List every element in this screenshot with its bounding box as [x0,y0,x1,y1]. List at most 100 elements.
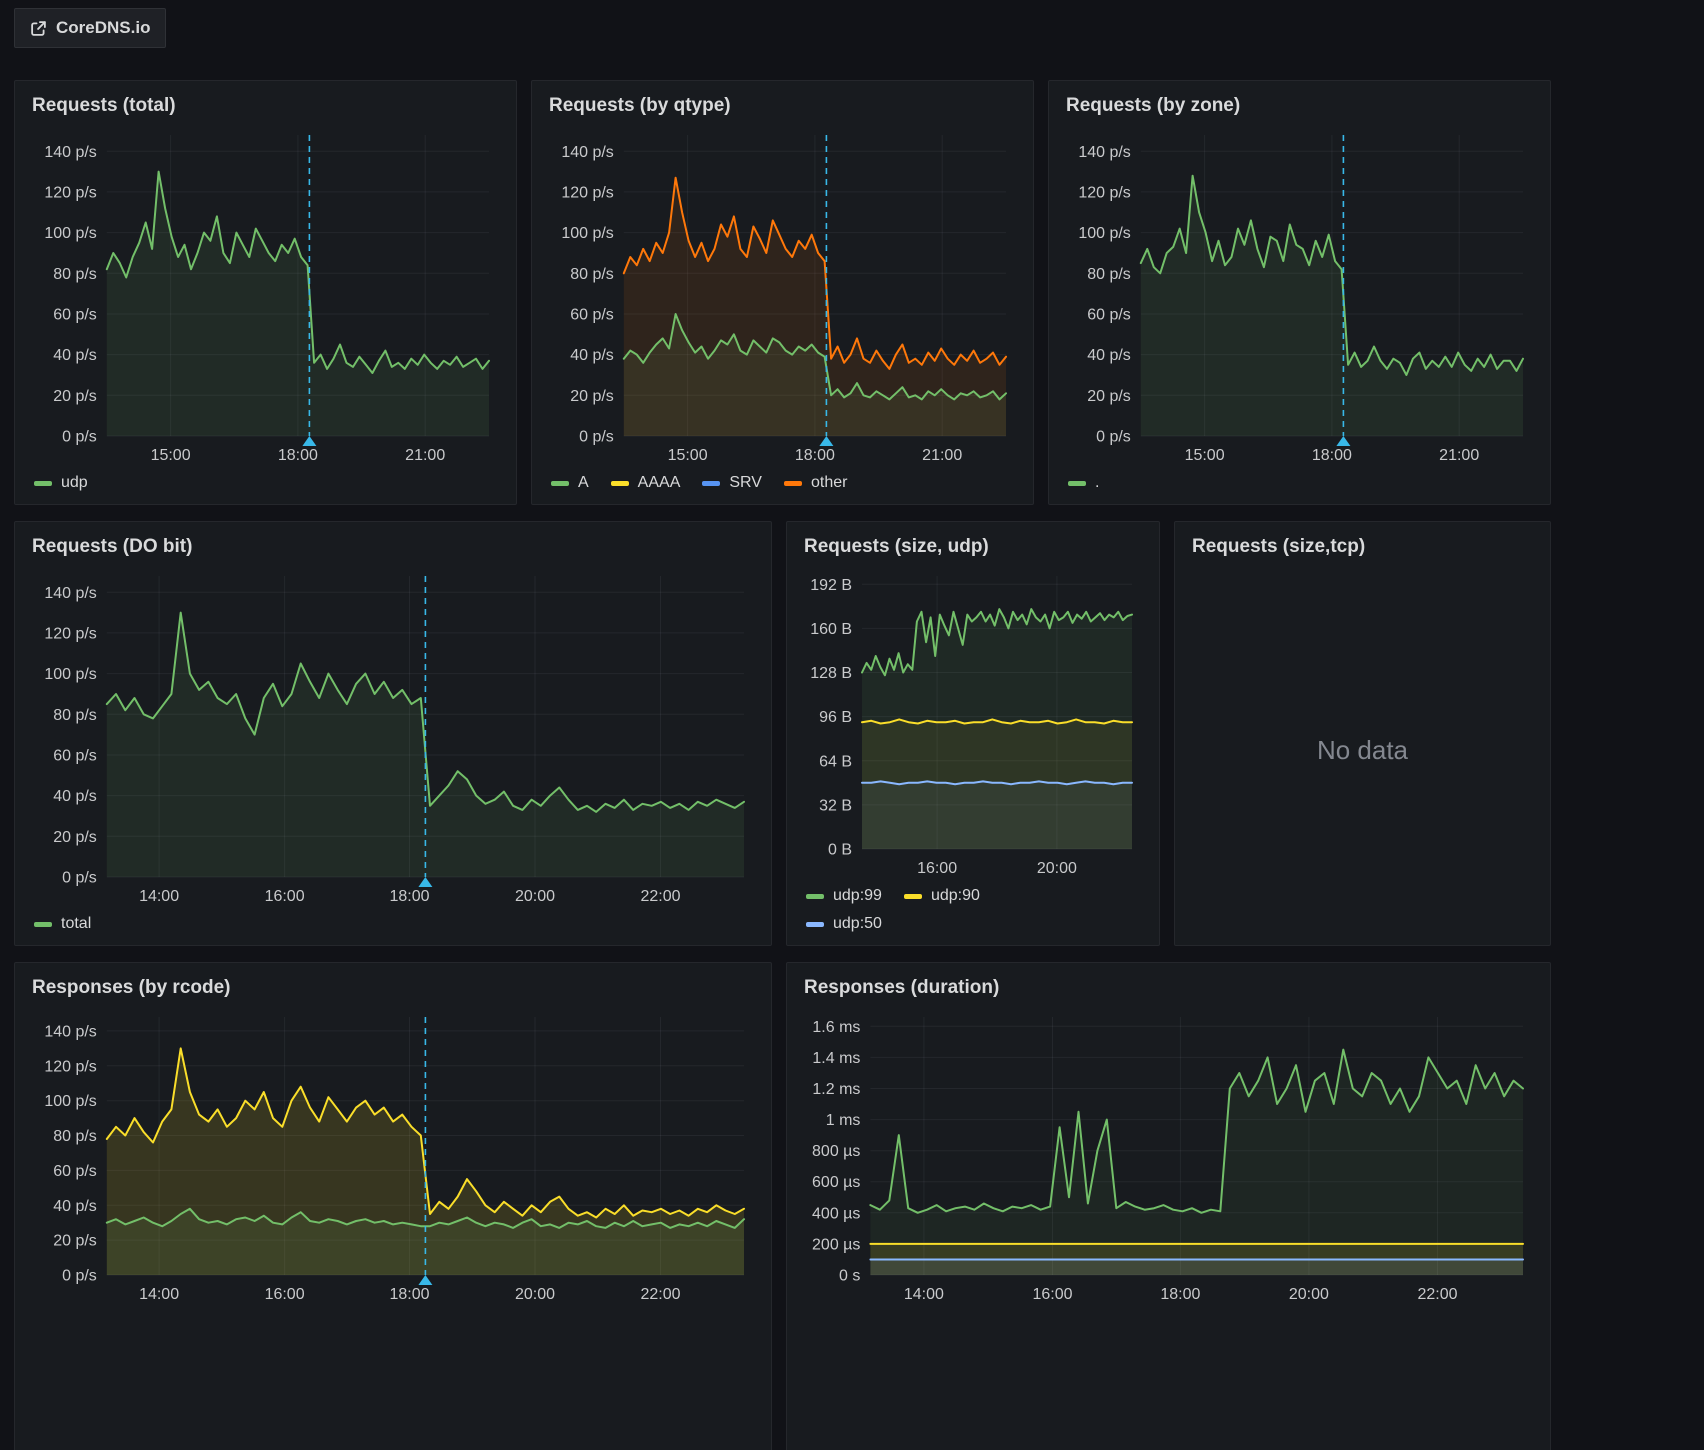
svg-text:60 p/s: 60 p/s [53,1163,97,1180]
legend-swatch [806,893,824,899]
svg-text:140 p/s: 140 p/s [44,143,96,160]
svg-text:15:00: 15:00 [1185,447,1225,464]
panel-title[interactable]: Requests (by zone) [1066,95,1241,116]
svg-text:20 p/s: 20 p/s [53,387,97,404]
panel-title[interactable]: Requests (size, udp) [804,536,989,557]
svg-text:20:00: 20:00 [1037,860,1077,877]
svg-text:21:00: 21:00 [922,447,962,464]
legend-item[interactable]: other [783,474,847,492]
chart-requests-size-udp[interactable]: 0 B 32 B 64 B 96 B 128 B 160 B 192 B 16:00 20:00 [804,566,1142,881]
svg-text:1 ms: 1 ms [826,1112,861,1129]
svg-text:20:00: 20:00 [1289,1286,1329,1303]
legend-swatch [551,480,569,486]
legend-swatch [806,921,824,927]
svg-text:40 p/s: 40 p/s [53,788,97,805]
svg-text:100 p/s: 100 p/s [1078,225,1130,242]
svg-text:160 B: 160 B [810,621,852,638]
svg-text:16:00: 16:00 [917,860,957,877]
svg-text:15:00: 15:00 [151,447,191,464]
svg-text:40 p/s: 40 p/s [1087,347,1131,364]
svg-text:100 p/s: 100 p/s [561,225,613,242]
chart-requests-do-bit[interactable]: 0 p/s 20 p/s 40 p/s 60 p/s 80 p/s 100 p/s 120 … [32,566,754,909]
svg-text:0 p/s: 0 p/s [62,1268,97,1285]
svg-text:400 µs: 400 µs [812,1205,860,1222]
panel-title[interactable]: Responses (duration) [804,977,1000,998]
legend-label: udp:90 [930,887,980,904]
panel-requests-total: Requests (total) 0 p/s 20 p/s 40 p/s 60 p/s… [14,80,517,505]
legend-item[interactable]: udp:99 [806,887,882,905]
svg-text:20:00: 20:00 [515,888,555,905]
legend: udp:99 udp:90 udp:50 [804,881,1058,935]
svg-text:120 p/s: 120 p/s [44,184,96,201]
svg-text:22:00: 22:00 [1417,1286,1457,1303]
svg-text:18:00: 18:00 [1312,447,1352,464]
legend-label: . [1095,474,1100,491]
svg-text:15:00: 15:00 [668,447,708,464]
legend-swatch [1068,480,1086,486]
svg-text:0 p/s: 0 p/s [579,428,614,445]
svg-text:128 B: 128 B [810,665,852,682]
panel-requests-size-udp: Requests (size, udp) 0 B 32 B 64 B 96 B 128 … [786,521,1160,946]
svg-text:64 B: 64 B [819,753,852,770]
svg-text:120 p/s: 120 p/s [561,184,613,201]
svg-text:16:00: 16:00 [265,888,305,905]
legend [804,1307,1533,1315]
svg-text:0 p/s: 0 p/s [1096,428,1131,445]
legend-label: total [61,915,92,932]
chart-responses-duration[interactable]: 0 s 200 µs 400 µs 600 µs 800 µs 1 ms 1.2 ms 1.4… [804,1007,1533,1307]
svg-text:20 p/s: 20 p/s [53,1233,97,1250]
legend-label: udp [61,474,88,491]
svg-text:200 µs: 200 µs [812,1236,860,1253]
svg-text:18:00: 18:00 [389,1286,429,1303]
panel-requests-size-tcp: Requests (size,tcp) No data [1174,521,1551,946]
chart-requests-total[interactable]: 0 p/s 20 p/s 40 p/s 60 p/s 80 p/s 100 p/s 120 … [32,125,499,468]
panel-title[interactable]: Requests (total) [32,95,176,116]
legend: udp [32,468,499,494]
chart-responses-by-rcode[interactable]: 0 p/s 20 p/s 40 p/s 60 p/s 80 p/s 100 p/s 120 … [32,1007,754,1307]
svg-text:0 B: 0 B [828,841,852,858]
legend-swatch [783,480,802,486]
legend-label: AAAA [637,474,681,491]
legend-item[interactable]: A [551,474,589,492]
chart-requests-by-qtype[interactable]: 0 p/s 20 p/s 40 p/s 60 p/s 80 p/s 100 p/s 120 … [549,125,1016,468]
legend-item[interactable]: total [34,915,91,933]
svg-text:0 s: 0 s [839,1268,860,1285]
svg-text:60 p/s: 60 p/s [570,306,614,323]
svg-text:140 p/s: 140 p/s [44,584,96,601]
svg-text:192 B: 192 B [810,576,852,593]
svg-text:80 p/s: 80 p/s [1087,265,1131,282]
legend-item[interactable]: udp:90 [903,887,980,905]
svg-text:120 p/s: 120 p/s [44,1058,96,1075]
panel-requests-do-bit: Requests (DO bit) 0 p/s 20 p/s 40 p/s 60 p/… [14,521,772,946]
panel-title[interactable]: Requests (by qtype) [549,95,731,116]
panel-title[interactable]: Responses (by rcode) [32,977,231,998]
legend-item[interactable]: . [1068,474,1099,492]
legend-swatch [903,893,922,899]
legend-swatch [702,480,721,486]
svg-text:18:00: 18:00 [795,447,835,464]
svg-text:120 p/s: 120 p/s [1078,184,1130,201]
svg-text:20 p/s: 20 p/s [570,387,614,404]
svg-text:32 B: 32 B [819,797,852,814]
svg-text:120 p/s: 120 p/s [44,625,96,642]
panel-responses-duration: Responses (duration) 0 s 200 µs 400 µs 600 … [786,962,1551,1450]
svg-text:14:00: 14:00 [904,1286,944,1303]
chart-requests-by-zone[interactable]: 0 p/s 20 p/s 40 p/s 60 p/s 80 p/s 100 p/s 120 … [1066,125,1533,468]
panel-requests-by-zone: Requests (by zone) 0 p/s 20 p/s 40 p/s 60 p… [1048,80,1551,505]
svg-text:16:00: 16:00 [1032,1286,1072,1303]
svg-text:140 p/s: 140 p/s [1078,143,1130,160]
panel-title[interactable]: Requests (size,tcp) [1192,536,1366,557]
legend-label: SRV [729,474,762,491]
legend-item[interactable]: udp [34,474,88,492]
legend-item[interactable]: udp:50 [806,915,882,933]
legend-item[interactable]: SRV [702,474,762,492]
svg-text:14:00: 14:00 [139,888,179,905]
legend: A AAAA SRV other [549,468,1016,494]
dashboard-link-button[interactable]: CoreDNS.io [14,8,167,48]
legend-label: udp:50 [833,915,882,932]
svg-text:60 p/s: 60 p/s [1087,306,1131,323]
legend-item[interactable]: AAAA [610,474,681,492]
svg-text:20 p/s: 20 p/s [53,828,97,845]
panel-title[interactable]: Requests (DO bit) [32,536,193,557]
svg-text:16:00: 16:00 [265,1286,305,1303]
